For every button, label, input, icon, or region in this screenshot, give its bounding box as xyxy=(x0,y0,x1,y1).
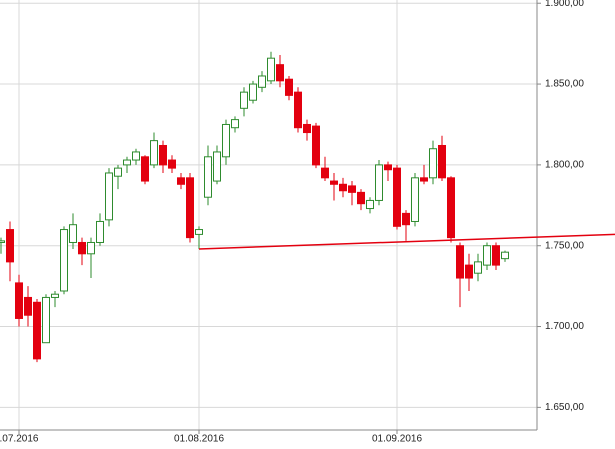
candle-body xyxy=(213,151,221,182)
y-tick-label: 1.850,00 xyxy=(545,79,584,90)
candle-body xyxy=(96,220,104,243)
candle-body xyxy=(303,123,311,134)
candle-body xyxy=(312,125,320,166)
candle-body xyxy=(474,261,482,274)
candle-body xyxy=(420,177,428,182)
y-tick-label: 1.700,00 xyxy=(545,321,584,332)
candle-body xyxy=(348,185,356,193)
y-tick-label: 1.650,00 xyxy=(545,402,584,413)
candle-body xyxy=(114,167,122,177)
candle-body xyxy=(42,296,50,344)
x-tick-label: 01.09.2016 xyxy=(372,434,422,445)
candle-body xyxy=(357,191,365,205)
candle-body xyxy=(294,91,302,129)
candle-body xyxy=(78,241,86,255)
candle-body xyxy=(276,64,284,82)
y-tick-label: 1.750,00 xyxy=(545,240,584,251)
candle-body xyxy=(492,245,500,266)
candle-body xyxy=(393,167,401,227)
candle-body xyxy=(168,159,176,169)
candle-body xyxy=(384,164,392,171)
x-tick-label: .07.2016 xyxy=(0,434,39,445)
candle-body xyxy=(402,212,410,226)
candle-body xyxy=(231,119,239,129)
x-tick-label: 01.08.2016 xyxy=(174,434,224,445)
candle-body xyxy=(222,123,230,158)
candle-body xyxy=(24,296,32,316)
candle-body xyxy=(15,282,23,319)
candle-body xyxy=(123,159,131,166)
trend-line xyxy=(198,233,615,250)
candle-body xyxy=(483,245,491,266)
candle-body xyxy=(0,240,5,243)
candle-body xyxy=(204,156,212,198)
candle-body xyxy=(429,148,437,179)
candle-body xyxy=(33,301,41,360)
candle-body xyxy=(267,57,275,82)
candle-body xyxy=(177,177,185,185)
candle-body xyxy=(159,144,167,166)
candle-body xyxy=(321,167,329,179)
candle-body xyxy=(60,229,68,292)
candle-body xyxy=(141,156,149,182)
candle-body xyxy=(456,245,464,279)
candle-body xyxy=(258,75,266,88)
candle-body xyxy=(330,180,338,185)
candle-body xyxy=(375,164,383,201)
candle-body xyxy=(132,151,140,161)
candle-body xyxy=(150,140,158,166)
candle-body xyxy=(501,251,509,260)
candle-body xyxy=(465,264,473,279)
candle-body xyxy=(195,229,203,235)
candle-body xyxy=(447,177,455,239)
candle-body xyxy=(69,224,77,243)
y-tick-label: 1.900,00 xyxy=(545,0,584,9)
y-tick-label: 1.800,00 xyxy=(545,160,584,171)
candle-body xyxy=(339,183,347,192)
candle-body xyxy=(186,177,194,239)
candle-body xyxy=(87,241,95,255)
candle-body xyxy=(366,199,374,210)
candle-body xyxy=(285,78,293,96)
candle-body xyxy=(249,83,257,101)
candle-body xyxy=(411,177,419,222)
candle-body xyxy=(51,293,59,298)
candle-body xyxy=(105,172,113,221)
candle-body xyxy=(6,229,14,263)
candle-body xyxy=(240,91,248,109)
candle-body xyxy=(438,144,446,179)
